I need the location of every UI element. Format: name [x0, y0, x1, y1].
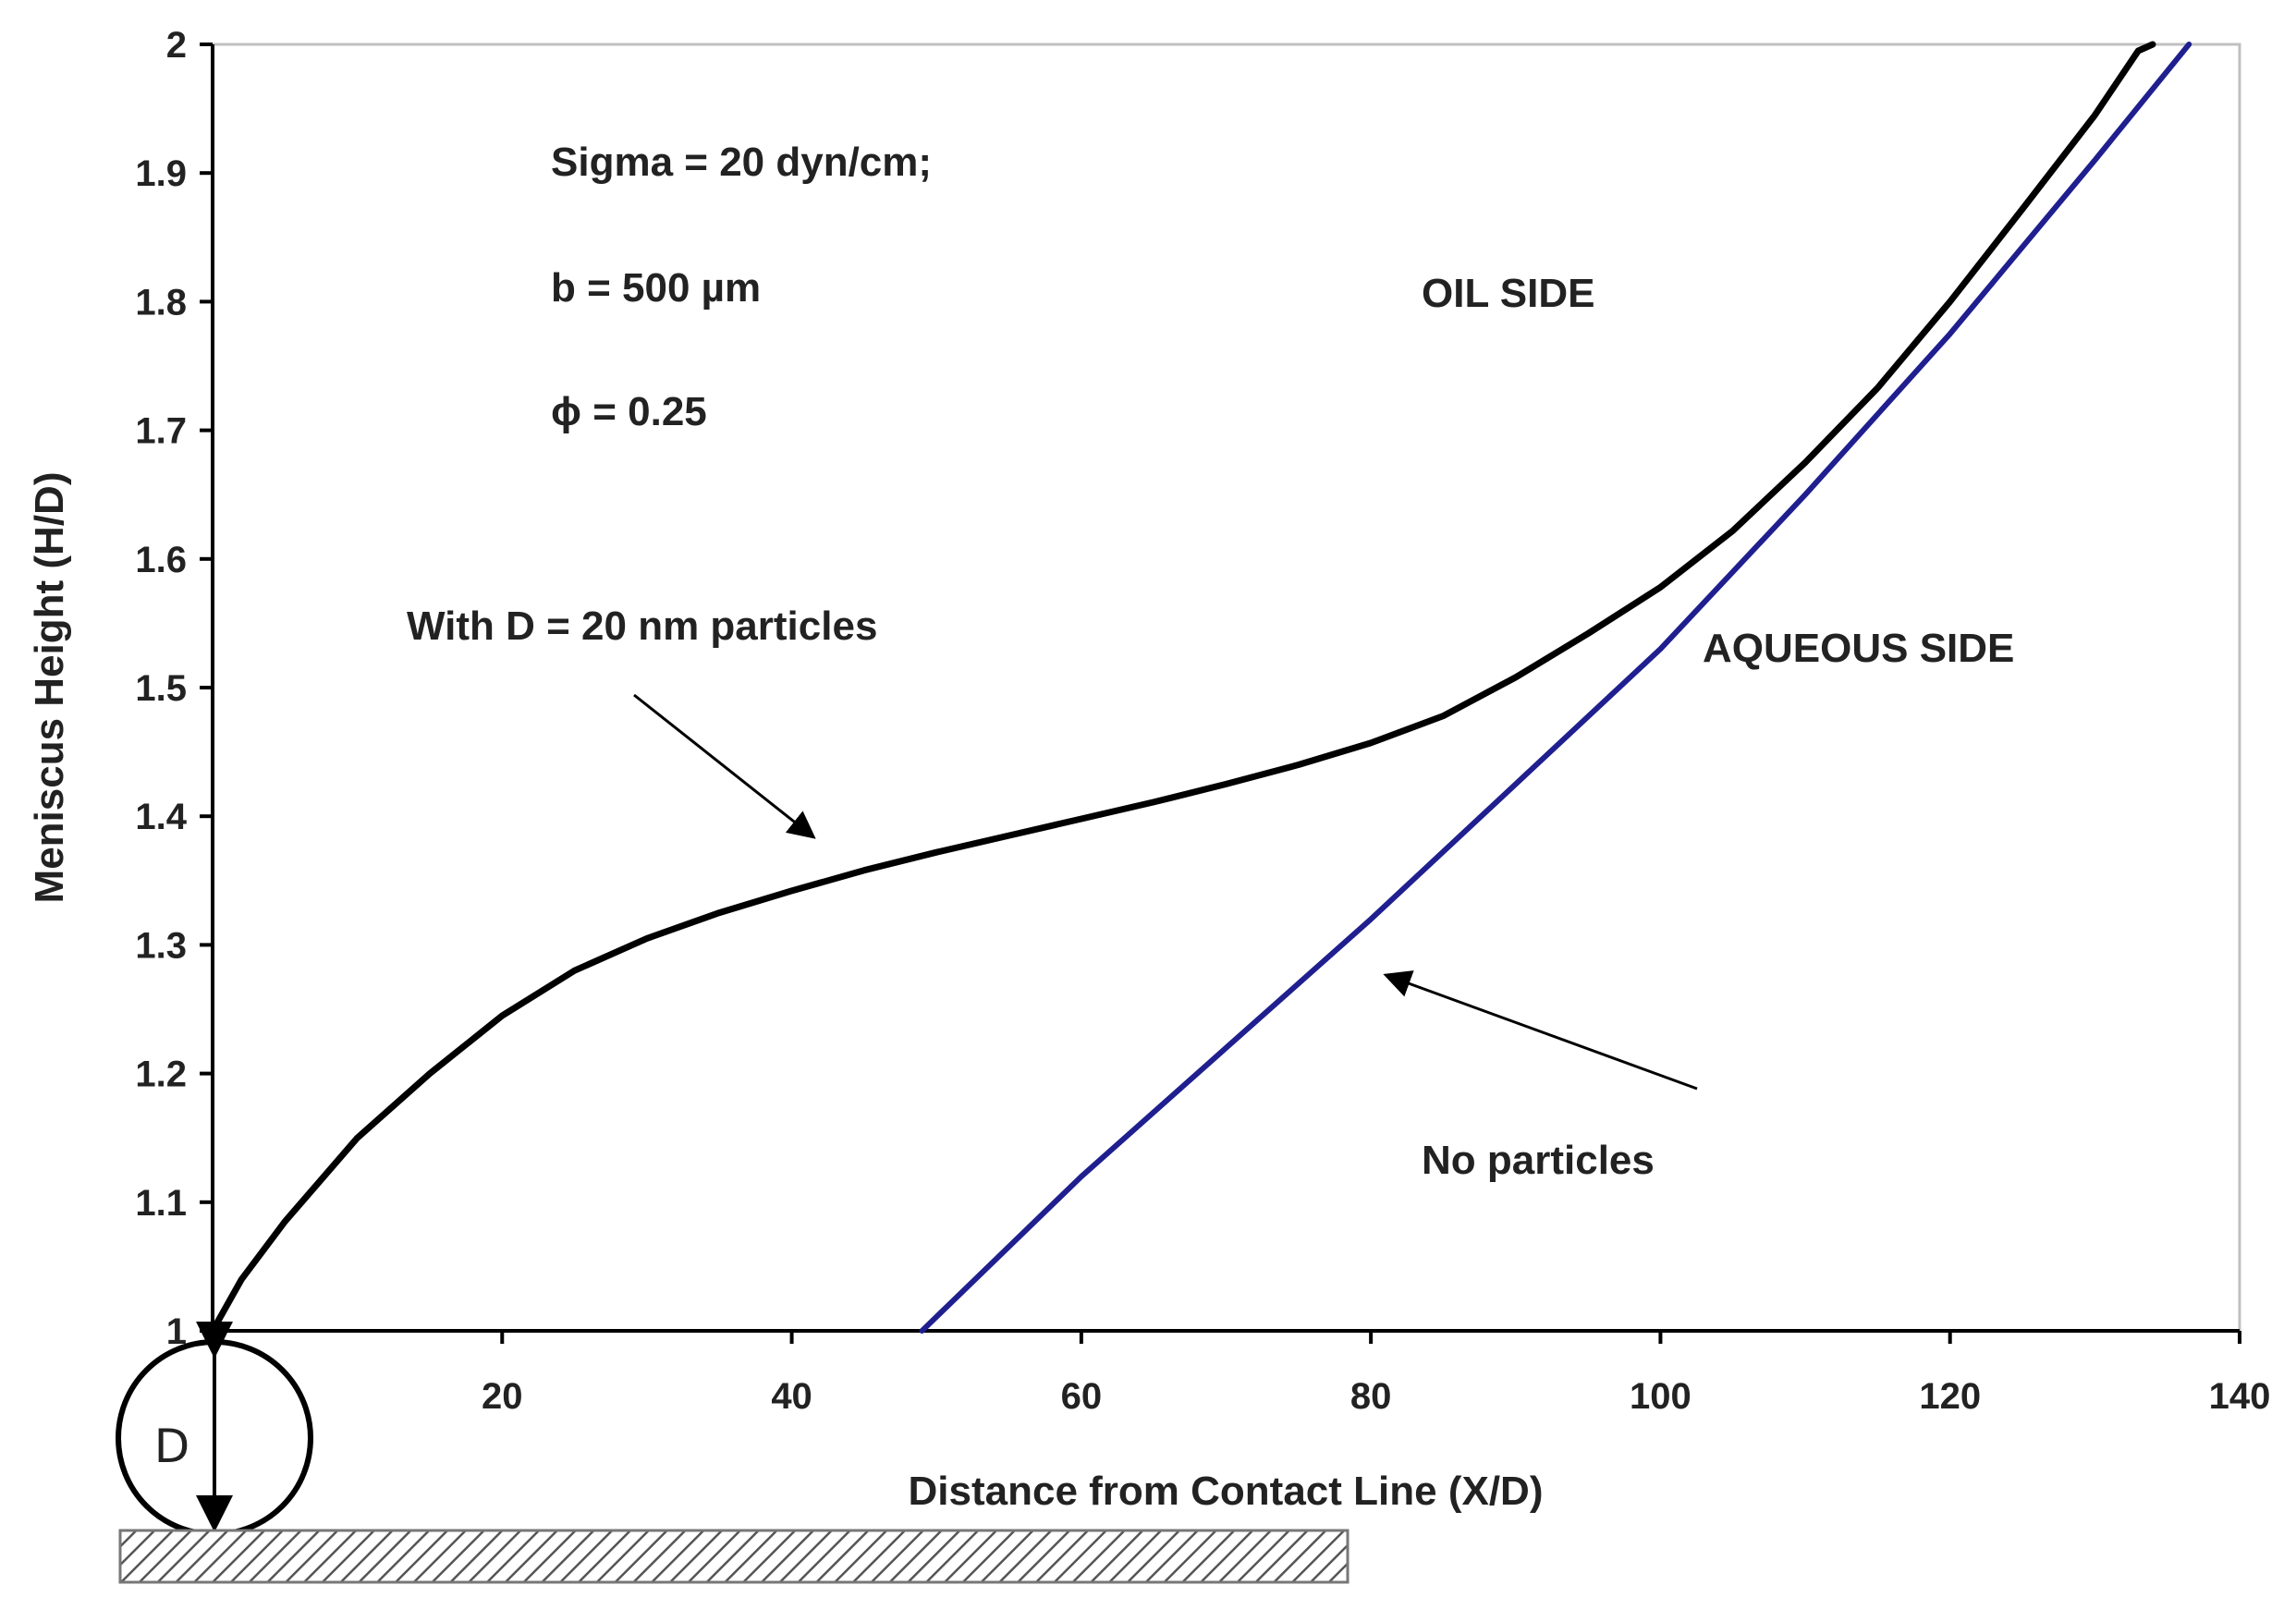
- series-no-particles-line: [919, 42, 2192, 1334]
- y-tick-label: 1.6: [135, 540, 187, 580]
- annotation-with-particles: With D = 20 nm particles: [407, 603, 877, 649]
- axis-ticks: 1 1.1 1.2 1.3 1.4 1.5 1.6 1.7 1.8 1.9 2 20 40 60 80 100…: [135, 25, 2270, 1417]
- annotation-b: b = 500 µm: [551, 265, 761, 311]
- y-tick-label: 1.1: [135, 1183, 187, 1224]
- x-axis-title: Distance from Contact Line (X/D): [909, 1469, 1544, 1514]
- y-tick-label: 1.2: [135, 1055, 187, 1095]
- y-tick-label: 1: [166, 1311, 187, 1352]
- annotation-sigma: Sigma = 20 dyn/cm;: [551, 140, 932, 185]
- x-tick-label: 60: [1061, 1376, 1103, 1417]
- y-tick-label: 2: [166, 25, 187, 66]
- x-tick-label: 120: [1919, 1376, 1981, 1417]
- y-tick-label: 1.4: [135, 797, 187, 837]
- x-tick-label: 100: [1630, 1376, 1691, 1417]
- annotation-no-particles: No particles: [1422, 1138, 1655, 1183]
- y-tick-label: 1.3: [135, 925, 187, 966]
- arrow-with-particles: [633, 693, 816, 839]
- annotation-phi: ϕ = 0.25: [551, 389, 707, 434]
- y-tick-label: 1.9: [135, 153, 187, 194]
- diameter-label: D: [154, 1420, 190, 1473]
- x-tick-label: 80: [1350, 1376, 1392, 1417]
- y-axis-title: Meniscus Height (H/D): [27, 472, 72, 904]
- x-tick-label: 20: [482, 1376, 523, 1417]
- plot-area-frame: [211, 43, 2241, 1333]
- y-tick-label: 1.7: [135, 411, 187, 452]
- arrow-no-particles: [1383, 970, 1698, 1091]
- x-tick-label: 40: [771, 1376, 812, 1417]
- substrate-hatched: [118, 1529, 1350, 1584]
- annotation-aqueous-side: AQUEOUS SIDE: [1703, 626, 2014, 671]
- series-with-particles-line: [209, 41, 2156, 1335]
- y-tick-label: 1.8: [135, 282, 187, 323]
- series-layer: [209, 41, 2192, 1335]
- x-tick-label: 140: [2209, 1376, 2271, 1417]
- y-tick-label: 1.5: [135, 668, 187, 709]
- annotation-oil-side: OIL SIDE: [1422, 271, 1594, 316]
